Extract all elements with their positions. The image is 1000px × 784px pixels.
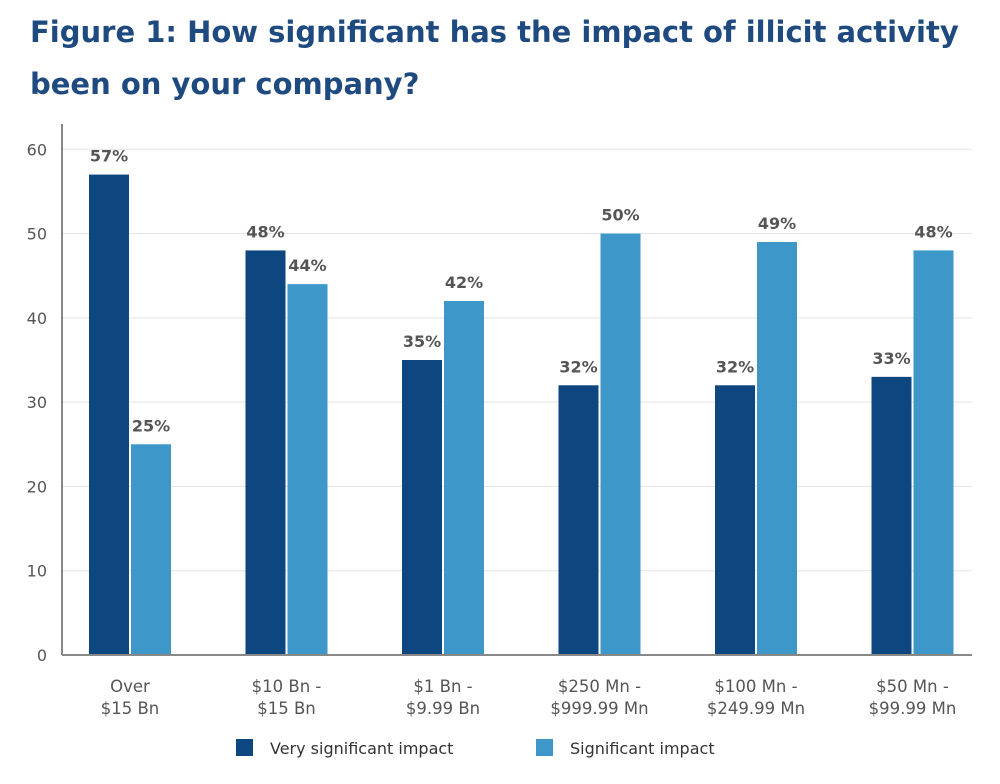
bar	[715, 385, 755, 655]
bar	[287, 284, 328, 655]
y-tick-label: 40	[27, 309, 47, 328]
data-label: 57%	[90, 147, 128, 166]
bar	[757, 242, 797, 655]
y-tick-label: 0	[37, 646, 47, 665]
y-tick-label: 10	[27, 562, 47, 581]
chart-title: Figure 1: How significant has the impact…	[30, 15, 959, 101]
axes	[61, 124, 972, 656]
category-label: $1 Bn -	[413, 677, 472, 696]
y-tick-label: 50	[27, 225, 47, 244]
data-label: 32%	[716, 357, 754, 376]
category-label: $250 Mn -	[558, 677, 641, 696]
data-label: 32%	[559, 357, 597, 376]
legend: Very significant impact Significant impac…	[236, 739, 715, 758]
legend-label: Significant impact	[570, 739, 715, 758]
data-label: 42%	[445, 273, 483, 292]
bar	[871, 376, 912, 655]
y-tick-label: 60	[27, 140, 47, 159]
category-label: $99.99 Mn	[869, 699, 957, 718]
category-label: $10 Bn -	[252, 677, 322, 696]
data-label: 44%	[288, 256, 326, 275]
legend-swatch	[536, 739, 553, 756]
category-labels: Over $15 Bn $10 Bn - $15 Bn $1 Bn - $9.99 Bn $…	[101, 677, 957, 718]
category-label: $15 Bn	[257, 699, 316, 718]
legend-label: Very significant impact	[270, 739, 453, 758]
y-tick-label: 20	[27, 477, 47, 496]
data-label: 35%	[403, 332, 441, 351]
bar	[913, 250, 954, 655]
data-label: 48%	[246, 222, 284, 241]
category-label: $249.99 Mn	[707, 699, 805, 718]
bar	[444, 301, 484, 655]
bars	[89, 174, 954, 656]
category-label: $999.99 Mn	[550, 699, 648, 718]
category-label: $50 Mn -	[876, 677, 949, 696]
legend-swatch	[236, 739, 253, 756]
category-label: $15 Bn	[101, 699, 160, 718]
data-label: 49%	[758, 214, 796, 233]
category-label: $9.99 Bn	[406, 699, 480, 718]
category-label: $100 Mn -	[714, 677, 797, 696]
y-tick-labels: 0 10 20 30 40 50 60	[27, 140, 47, 665]
category-label: Over	[110, 677, 150, 696]
data-label: 48%	[914, 222, 952, 241]
data-label: 33%	[872, 349, 910, 368]
bar	[89, 174, 129, 656]
bar	[402, 360, 442, 655]
data-label: 25%	[132, 416, 170, 435]
bar	[131, 444, 171, 655]
bar	[245, 250, 286, 655]
bar	[600, 233, 641, 656]
data-labels: 57%25%48%44%35%42%32%50%32%49%33%48%	[90, 147, 953, 436]
bar	[558, 385, 599, 655]
y-tick-label: 30	[27, 393, 47, 412]
gridlines	[62, 148, 972, 572]
data-label: 50%	[601, 206, 639, 225]
